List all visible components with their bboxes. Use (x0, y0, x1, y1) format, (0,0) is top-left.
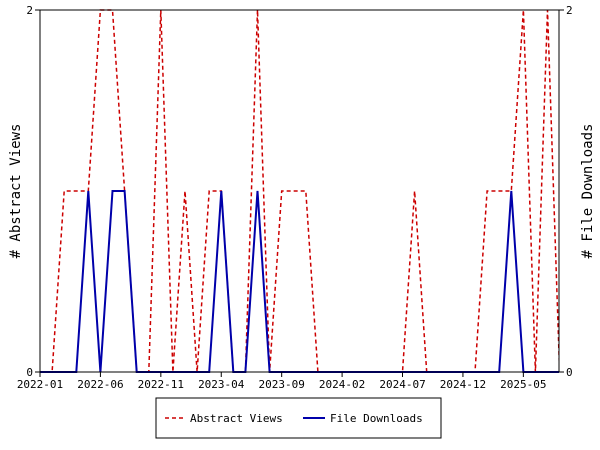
y-axis-left-label: # Abstract Views (8, 124, 24, 259)
x-tick-label: 2024-07 (379, 378, 425, 391)
legend-label-abstract-views: Abstract Views (190, 412, 283, 425)
x-tick-label: 2024-12 (440, 378, 486, 391)
x-tick-label: 2024-02 (319, 378, 365, 391)
axes: 2022-01 2022-06 2022-11 2023-04 2023-09 2024-… (17, 4, 573, 391)
y-right-tick-label: 0 (566, 366, 573, 379)
x-tick-label: 2023-09 (258, 378, 304, 391)
x-tick-label: 2022-11 (138, 378, 184, 391)
legend-label-file-downloads: File Downloads (330, 412, 423, 425)
y-left-tick-label: 0 (26, 366, 33, 379)
x-tick-label: 2023-04 (198, 378, 245, 391)
x-tick-label: 2022-01 (17, 378, 63, 391)
plot-frame (39, 9, 560, 373)
legend: Abstract Views File Downloads (155, 397, 442, 439)
y-axis-right-label: # File Downloads (580, 124, 596, 259)
plot-area (40, 9, 559, 373)
x-tick-label: 2025-05 (500, 378, 546, 391)
y-left-tick-label: 2 (26, 4, 33, 17)
x-tick-label: 2022-06 (77, 378, 123, 391)
y-right-tick-label: 2 (566, 4, 573, 17)
legend-box (155, 397, 442, 439)
